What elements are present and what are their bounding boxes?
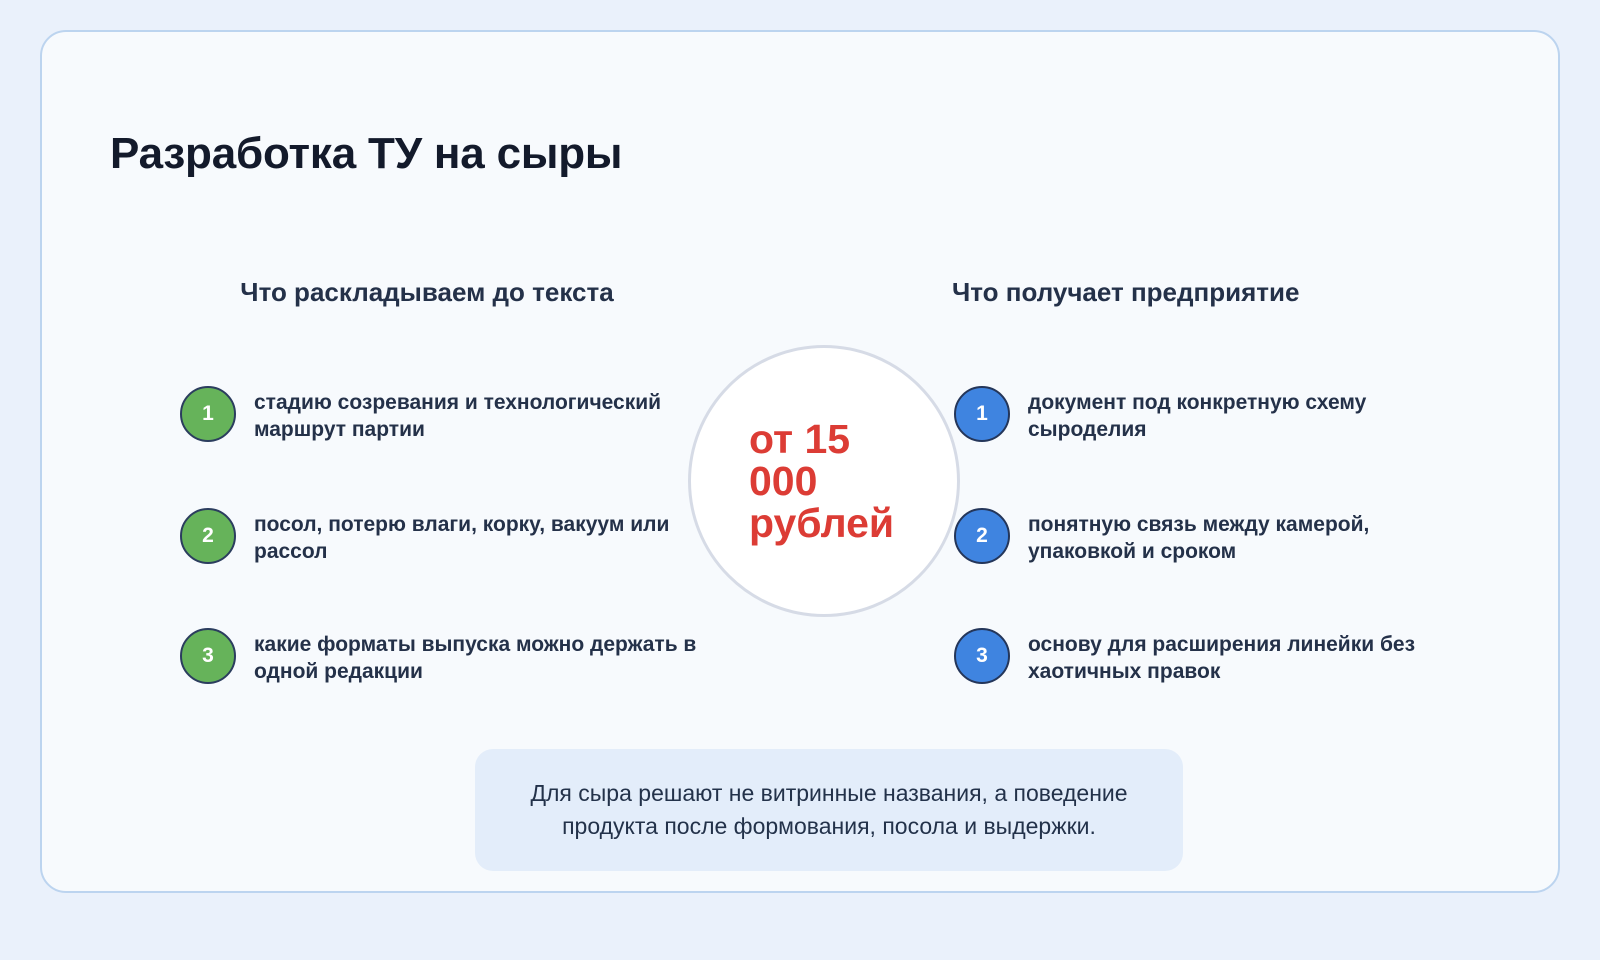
list-item-text: понятную связь между камерой, упаковкой …: [1028, 513, 1370, 563]
bullet-number-badge: 3: [954, 628, 1010, 684]
list-item-text: основу для расширения линейки без хаотич…: [1028, 633, 1416, 683]
list-item-text: стадию созревания и технологический марш…: [254, 391, 662, 441]
list-item: 2 понятную связь между камерой, упаковко…: [954, 506, 1434, 565]
list-item: 1 стадию созревания и технологический ма…: [180, 384, 710, 443]
bullet-number-badge: 1: [180, 386, 236, 442]
right-column: Что получает предприятие 1 документ под …: [912, 277, 1432, 684]
list-item: 3 основу для расширения линейки без хаот…: [954, 626, 1434, 685]
main-card: Разработка ТУ на сыры Что раскладываем д…: [40, 30, 1560, 893]
bullet-number-badge: 3: [180, 628, 236, 684]
list-item: 3 какие форматы выпуска можно держать в …: [180, 626, 710, 685]
list-item: 2 посол, потерю влаги, корку, вакуум или…: [180, 506, 710, 565]
list-item-text: посол, потерю влаги, корку, вакуум или р…: [254, 513, 670, 563]
note-text: Для сыра решают не витринные названия, а…: [530, 779, 1128, 839]
price-circle: от 15 000 рублей: [688, 345, 960, 617]
bullet-number-badge: 1: [954, 386, 1010, 442]
left-column-header: Что раскладываем до текста: [240, 277, 614, 307]
note-box: Для сыра решают не витринные названия, а…: [475, 749, 1183, 871]
list-item-text: какие форматы выпуска можно держать в од…: [254, 633, 697, 683]
price-label: от 15 000 рублей: [749, 415, 895, 547]
bullet-number-badge: 2: [954, 508, 1010, 564]
right-column-header: Что получает предприятие: [952, 277, 1300, 307]
bullet-number-badge: 2: [180, 508, 236, 564]
page-title: Разработка ТУ на сыры: [110, 129, 623, 179]
list-item: 1 документ под конкретную схему сыродели…: [954, 384, 1434, 443]
left-column: Что раскладываем до текста 1 стадию созр…: [152, 277, 712, 684]
list-item-text: документ под конкретную схему сыроделия: [1028, 391, 1367, 441]
